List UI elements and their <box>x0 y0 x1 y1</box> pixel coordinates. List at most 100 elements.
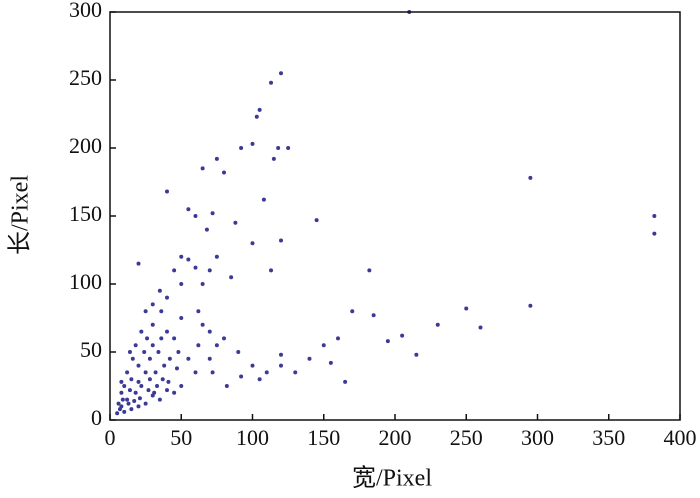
point <box>143 309 148 314</box>
point <box>127 388 132 393</box>
point <box>239 374 244 379</box>
point <box>207 268 212 273</box>
point <box>139 329 144 334</box>
point <box>279 352 283 357</box>
point <box>136 379 141 384</box>
point <box>152 390 157 395</box>
point <box>179 384 184 388</box>
point <box>478 325 483 330</box>
point <box>336 336 340 341</box>
y-tick-label: 200 <box>69 133 102 158</box>
point <box>250 241 255 246</box>
point <box>172 268 177 273</box>
point <box>186 207 191 212</box>
point <box>193 265 198 270</box>
point <box>125 397 130 402</box>
point <box>157 397 162 402</box>
point <box>165 329 169 334</box>
point <box>652 231 657 236</box>
point <box>464 306 469 311</box>
point <box>115 411 120 416</box>
point <box>269 80 274 85</box>
y-tick-label: 50 <box>80 337 102 362</box>
point <box>400 333 405 338</box>
point <box>116 401 121 406</box>
point <box>122 384 127 388</box>
point <box>193 370 198 375</box>
point <box>179 254 184 259</box>
point <box>147 356 152 361</box>
point <box>147 377 152 382</box>
point <box>652 214 657 218</box>
point <box>146 388 151 393</box>
point <box>143 401 148 406</box>
point <box>200 166 205 171</box>
point <box>276 146 281 150</box>
point <box>117 407 122 412</box>
y-tick-label: 100 <box>69 269 102 294</box>
point <box>129 377 134 382</box>
point <box>257 107 262 112</box>
point <box>279 238 283 243</box>
point <box>207 329 212 334</box>
point <box>222 170 226 175</box>
point <box>314 218 319 223</box>
point <box>236 350 241 354</box>
point <box>224 384 229 388</box>
point <box>119 390 124 395</box>
point <box>214 343 219 348</box>
point <box>414 352 419 357</box>
point <box>142 350 147 354</box>
point <box>136 363 141 368</box>
point <box>257 377 262 382</box>
point <box>250 363 255 368</box>
point <box>321 343 326 348</box>
x-tick-label: 50 <box>170 425 192 450</box>
x-tick-label: 100 <box>236 425 269 450</box>
point <box>156 350 161 354</box>
point <box>293 370 298 375</box>
point <box>157 288 162 293</box>
x-tick-label: 200 <box>379 425 412 450</box>
point <box>172 390 177 395</box>
point <box>125 370 130 375</box>
point <box>196 309 201 314</box>
point <box>132 398 137 403</box>
point <box>271 156 276 161</box>
point <box>150 322 155 327</box>
y-axis-label: 长/Pixel <box>7 175 34 255</box>
point <box>136 261 141 266</box>
point <box>279 363 283 368</box>
point <box>179 282 184 286</box>
point <box>196 343 201 348</box>
point <box>210 370 215 375</box>
point <box>143 370 148 375</box>
point <box>286 146 291 150</box>
point <box>328 360 333 365</box>
point <box>133 390 138 395</box>
point <box>200 282 205 286</box>
point <box>162 363 167 368</box>
point <box>150 302 155 307</box>
x-tick-label: 250 <box>450 425 483 450</box>
x-axis-label: 宽/Pixel <box>352 465 432 492</box>
point <box>261 197 266 202</box>
point <box>343 379 348 384</box>
point <box>435 322 440 327</box>
point <box>350 309 355 314</box>
point <box>165 295 169 300</box>
point <box>165 189 169 194</box>
point <box>528 175 533 180</box>
point <box>145 336 150 341</box>
point <box>133 343 138 348</box>
point <box>279 71 283 76</box>
point <box>119 379 124 384</box>
point <box>254 114 259 119</box>
point <box>159 336 164 341</box>
point <box>214 254 219 259</box>
point <box>385 339 390 344</box>
point <box>172 336 177 341</box>
point <box>229 275 234 280</box>
y-tick-label: 300 <box>69 0 102 22</box>
